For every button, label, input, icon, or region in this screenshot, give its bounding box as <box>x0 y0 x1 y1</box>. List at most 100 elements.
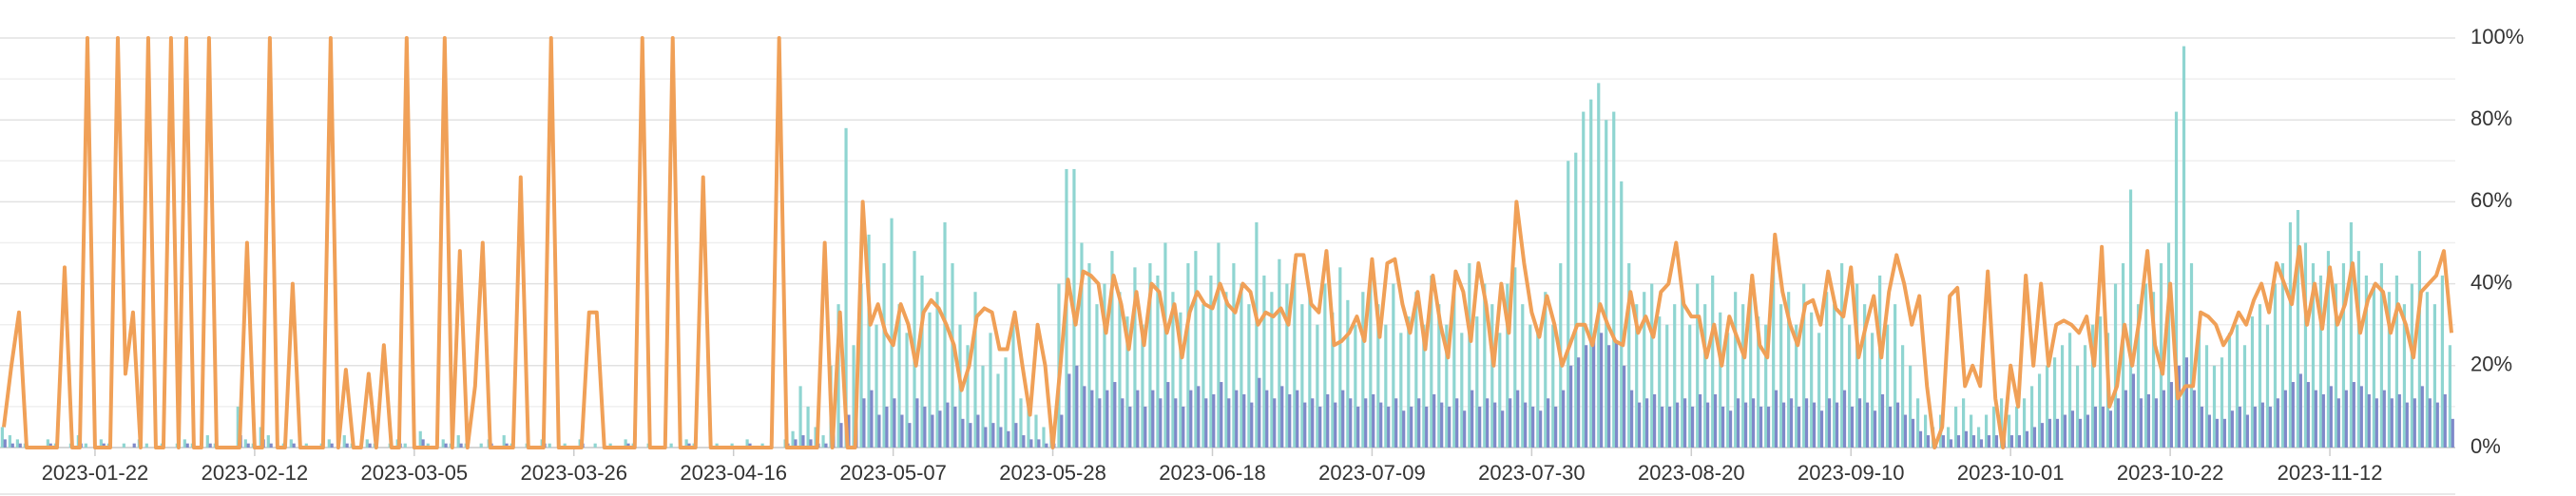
bar <box>1673 304 1677 448</box>
bar <box>806 406 810 448</box>
bar <box>1445 324 1449 448</box>
bar <box>1407 316 1411 448</box>
bar <box>999 427 1003 448</box>
bar <box>2265 324 2270 448</box>
bar <box>456 435 460 448</box>
bar <box>368 443 372 448</box>
x-tick-label: 2023-03-05 <box>361 461 469 485</box>
bar <box>1194 251 1198 448</box>
bar <box>1772 263 1776 448</box>
bar <box>1270 292 1274 448</box>
bar <box>1804 398 1809 448</box>
bar <box>1490 304 1494 448</box>
bar <box>885 406 889 448</box>
bar <box>1247 304 1251 448</box>
bar <box>1812 402 1817 448</box>
bar <box>1994 435 1999 448</box>
bar <box>1941 435 1946 448</box>
bar <box>1045 443 1048 448</box>
x-tick-label: 2023-04-16 <box>680 461 787 485</box>
bar <box>1810 312 1814 448</box>
bar <box>1585 345 1588 448</box>
bar <box>626 443 630 448</box>
bar <box>1471 390 1474 448</box>
bar <box>1029 439 1033 448</box>
bar <box>1554 406 1558 448</box>
bar <box>1886 324 1890 448</box>
bar <box>1528 324 1532 448</box>
x-tick-label: 2023-05-07 <box>839 461 947 485</box>
bar <box>2159 263 2163 448</box>
x-tick-label: 2023-03-26 <box>520 461 627 485</box>
bar <box>2367 393 2371 448</box>
bar <box>2052 357 2057 448</box>
bar <box>1323 283 1327 448</box>
bar <box>1991 406 1996 448</box>
bar <box>1217 242 1221 448</box>
bar <box>935 292 939 448</box>
bar <box>1067 373 1071 448</box>
bar <box>2341 263 2346 448</box>
bar <box>1759 406 1763 448</box>
bar <box>1615 340 1619 448</box>
bar <box>1764 324 1768 448</box>
bar <box>1567 161 1570 448</box>
bar <box>2146 393 2151 448</box>
bar <box>1113 382 1117 448</box>
bar <box>1293 263 1297 448</box>
bar <box>2258 304 2262 448</box>
bar <box>2083 345 2087 448</box>
bar <box>1201 304 1205 448</box>
y-tick-label: 100% <box>2470 25 2524 48</box>
bar <box>1250 402 1254 448</box>
bar <box>1911 418 1915 448</box>
bar <box>1665 324 1669 448</box>
bar <box>1605 120 1608 448</box>
bar <box>1141 324 1144 448</box>
bar <box>996 373 1000 448</box>
bar <box>2212 365 2217 448</box>
bar <box>1402 410 1406 448</box>
bar <box>1987 435 1991 448</box>
bar <box>1338 267 1342 448</box>
bar <box>132 443 136 448</box>
bar <box>2432 304 2437 448</box>
x-tick-label: 2023-08-20 <box>1638 461 1745 485</box>
bar <box>246 443 250 448</box>
bar <box>2397 393 2401 448</box>
bar <box>2260 402 2264 448</box>
bar <box>1448 406 1451 448</box>
bar <box>852 345 855 448</box>
bar <box>2108 410 2113 448</box>
bar <box>2303 242 2308 448</box>
bar <box>1224 292 1228 448</box>
bar <box>2017 435 2022 448</box>
bar <box>2359 386 2363 448</box>
bar <box>2435 402 2439 448</box>
bar <box>1574 152 1578 448</box>
bar <box>1240 283 1243 448</box>
bar <box>505 443 509 448</box>
bar <box>1288 393 1292 448</box>
bar <box>2283 390 2287 448</box>
bar <box>875 324 878 448</box>
bar <box>1014 423 1018 448</box>
bar <box>2329 386 2333 448</box>
bar <box>1209 275 1213 448</box>
bar <box>897 304 901 448</box>
bar <box>953 406 957 448</box>
bar <box>1509 398 1512 448</box>
bar <box>330 443 334 448</box>
bar <box>824 443 828 448</box>
bar <box>1331 312 1335 448</box>
bar <box>1698 393 1702 448</box>
bar <box>1645 398 1649 448</box>
bar <box>2402 304 2407 448</box>
bar <box>1878 275 1882 448</box>
bar <box>1638 402 1642 448</box>
bar <box>969 423 972 448</box>
bar <box>981 365 985 448</box>
bar <box>365 439 369 448</box>
bar <box>1440 402 1444 448</box>
